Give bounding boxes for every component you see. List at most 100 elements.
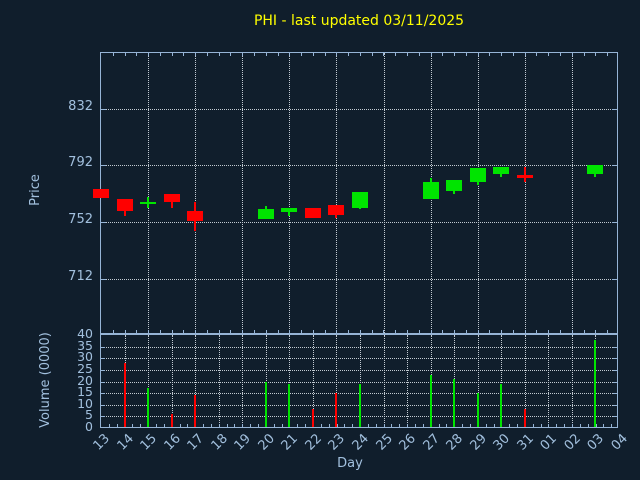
- price-tick: [101, 278, 106, 280]
- minor-tick: [352, 424, 354, 427]
- minor-tick: [203, 424, 205, 427]
- minor-tick: [418, 330, 420, 333]
- day-gridline: [501, 335, 503, 427]
- minor-tick: [132, 424, 134, 427]
- minor-tick: [210, 424, 212, 427]
- day-tick-label: 15: [137, 431, 160, 454]
- candle-body: [587, 165, 604, 174]
- day-tick-label: 03: [585, 431, 608, 454]
- minor-tick: [438, 424, 440, 427]
- volume-tick: [101, 346, 105, 348]
- price-panel: [93, 52, 618, 334]
- candle-body: [140, 202, 157, 205]
- minor-tick: [548, 424, 550, 427]
- volume-gridline: [101, 358, 617, 360]
- minor-tick: [359, 53, 361, 56]
- minor-tick: [603, 424, 605, 427]
- minor-tick: [485, 424, 487, 427]
- day-gridline: [383, 53, 385, 333]
- minor-tick: [324, 53, 326, 56]
- day-tick-label: 02: [561, 431, 584, 454]
- minor-tick: [579, 424, 581, 427]
- candle-body: [116, 199, 133, 211]
- minor-tick: [230, 330, 232, 333]
- day-tick-label: 18: [208, 431, 231, 454]
- minor-tick: [446, 424, 448, 427]
- volume-tick: [101, 404, 105, 406]
- price-gridline: [101, 108, 617, 110]
- volume-tick-label: 25: [77, 360, 93, 376]
- minor-tick: [548, 330, 550, 333]
- day-tick-label: 29: [467, 431, 490, 454]
- day-tick-label: 04: [608, 431, 631, 454]
- candle-wick: [523, 166, 526, 183]
- minor-tick: [242, 424, 244, 427]
- volume-tick: [613, 416, 617, 418]
- minor-tick: [395, 53, 397, 56]
- minor-tick: [465, 330, 467, 333]
- volume-tick: [613, 358, 617, 360]
- candle-body: [516, 175, 533, 179]
- minor-tick: [454, 53, 456, 56]
- price-tick: [101, 222, 106, 224]
- minor-tick: [560, 330, 562, 333]
- price-axis-label: Price: [28, 174, 43, 206]
- day-tick-label: 27: [420, 431, 443, 454]
- minor-tick: [548, 53, 550, 56]
- candle-body: [187, 210, 204, 221]
- volume-tick-label: 15: [77, 384, 93, 400]
- volume-bar: [123, 362, 126, 427]
- minor-tick: [524, 53, 526, 56]
- minor-tick: [159, 53, 161, 56]
- volume-tick: [613, 381, 617, 383]
- minor-tick: [289, 330, 291, 333]
- minor-tick: [391, 424, 393, 427]
- minor-tick: [183, 53, 185, 56]
- day-tick-label: 19: [231, 431, 255, 454]
- minor-tick: [556, 424, 558, 427]
- minor-tick: [517, 424, 519, 427]
- candle-body: [493, 166, 510, 174]
- candle-body: [257, 209, 274, 220]
- day-tick-label: 16: [161, 431, 184, 454]
- candle-wick: [147, 196, 150, 208]
- volume-gridline: [101, 346, 617, 348]
- price-tick: [612, 222, 617, 224]
- minor-tick: [234, 424, 236, 427]
- volume-gridline: [101, 369, 617, 371]
- minor-tick: [140, 424, 142, 427]
- minor-tick: [442, 330, 444, 333]
- minor-tick: [607, 53, 609, 56]
- minor-tick: [536, 53, 538, 56]
- minor-tick: [524, 330, 526, 333]
- minor-tick: [395, 330, 397, 333]
- minor-tick: [572, 424, 573, 427]
- minor-tick: [277, 53, 279, 56]
- minor-tick: [399, 424, 401, 427]
- volume-tick-label: 20: [77, 372, 93, 388]
- day-tick-label: 14: [114, 431, 137, 454]
- volume-bar: [311, 409, 314, 427]
- day-tick-label: 31: [514, 431, 537, 454]
- day-gridline: [195, 335, 197, 427]
- minor-tick: [583, 330, 585, 333]
- day-gridline: [218, 335, 220, 427]
- candle-wick: [288, 207, 291, 217]
- minor-tick: [501, 53, 503, 56]
- price-gridline: [101, 278, 617, 280]
- minor-tick: [359, 330, 361, 333]
- minor-tick: [383, 330, 385, 333]
- volume-tick: [613, 346, 617, 348]
- minor-tick: [442, 53, 444, 56]
- minor-tick: [112, 53, 114, 56]
- minor-tick: [595, 53, 597, 56]
- minor-tick: [512, 53, 514, 56]
- chart-title: PHI - last updated 03/11/2025: [253, 13, 465, 29]
- day-tick-label: 01: [537, 431, 561, 454]
- volume-tick: [101, 381, 105, 383]
- price-tick-label: 752: [68, 212, 93, 228]
- minor-tick: [607, 330, 609, 333]
- candle-body: [93, 189, 109, 198]
- minor-tick: [383, 53, 385, 56]
- day-gridline: [336, 53, 338, 333]
